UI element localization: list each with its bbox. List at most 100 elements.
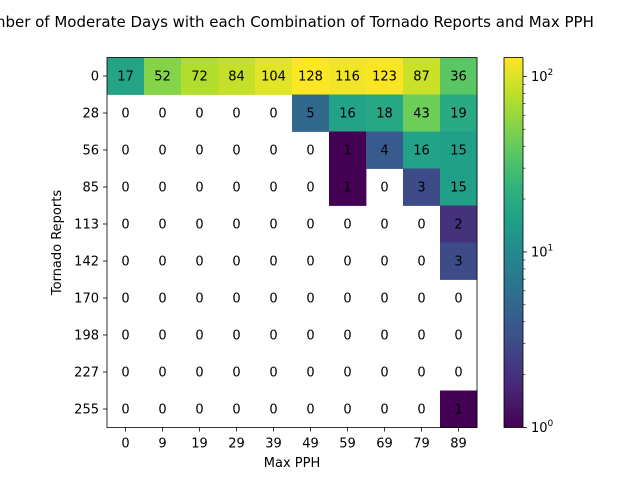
cell-value-label: 0 xyxy=(454,329,462,344)
x-tick-label: 49 xyxy=(302,437,319,452)
cell-value-label: 3 xyxy=(417,181,425,196)
cell-value-label: 0 xyxy=(121,329,129,344)
heatmap-cell xyxy=(440,390,478,428)
cell-value-label: 1 xyxy=(454,403,462,418)
cell-value-label: 4 xyxy=(380,144,388,159)
cell-value-label: 0 xyxy=(195,218,203,233)
plot-frame xyxy=(106,57,478,428)
x-axis-label: Max PPH xyxy=(264,456,320,471)
cell-value-label: 0 xyxy=(380,403,388,418)
cell-value-label: 0 xyxy=(195,181,203,196)
cell-value-label: 72 xyxy=(191,70,208,85)
cell-value-label: 0 xyxy=(269,144,277,159)
x-tick-label: 19 xyxy=(191,437,208,452)
cell-value-label: 18 xyxy=(376,107,393,122)
cell-value-label: 87 xyxy=(413,70,430,85)
cell-value-label: 43 xyxy=(413,107,430,122)
cell-value-label: 19 xyxy=(450,107,467,122)
heatmap-cell xyxy=(329,168,367,206)
cell-value-label: 3 xyxy=(454,255,462,270)
cell-value-label: 0 xyxy=(195,403,203,418)
heatmap-cell xyxy=(218,57,256,95)
cell-value-label: 0 xyxy=(195,144,203,159)
cell-value-label: 0 xyxy=(269,329,277,344)
cell-value-label: 0 xyxy=(380,292,388,307)
y-axis-ticks: 0 28 56 85 113 142 170 198 227 255 xyxy=(74,70,107,418)
cell-value-label: 0 xyxy=(195,107,203,122)
cell-value-label: 15 xyxy=(450,144,467,159)
heatmap-cell xyxy=(440,57,478,95)
y-tick-label: 28 xyxy=(82,107,99,122)
cell-value-label: 0 xyxy=(195,366,203,381)
y-tick-label: 0 xyxy=(91,70,99,85)
cell-value-label: 1 xyxy=(343,181,351,196)
cell-value-label: 0 xyxy=(343,218,351,233)
cell-value-label: 0 xyxy=(454,292,462,307)
cell-value-label: 0 xyxy=(306,403,314,418)
cell-value-label: 0 xyxy=(158,403,166,418)
cell-value-label: 0 xyxy=(121,255,129,270)
heatmap-cell xyxy=(255,57,293,95)
y-tick-label: 56 xyxy=(82,144,99,159)
x-tick-label: 59 xyxy=(339,437,356,452)
cell-value-label: 0 xyxy=(158,255,166,270)
heatmap-cell xyxy=(181,57,219,95)
cell-value-label: 0 xyxy=(195,329,203,344)
heatmap-cell xyxy=(440,205,478,243)
cell-value-label: 0 xyxy=(269,255,277,270)
cell-value-label: 0 xyxy=(121,292,129,307)
cell-value-label: 0 xyxy=(380,218,388,233)
cell-value-label: 0 xyxy=(232,107,240,122)
cell-value-label: 0 xyxy=(380,255,388,270)
cell-value-label: 123 xyxy=(372,70,397,85)
x-tick-label: 69 xyxy=(376,437,393,452)
colorbar-tick-label: 101 xyxy=(531,243,553,260)
cell-value-label: 0 xyxy=(343,366,351,381)
y-tick-label: 170 xyxy=(74,292,99,307)
cell-value-label: 0 xyxy=(158,144,166,159)
cell-value-label: 0 xyxy=(232,255,240,270)
cell-value-label: 84 xyxy=(228,70,245,85)
y-tick-label: 227 xyxy=(74,366,99,381)
cell-value-label: 0 xyxy=(269,218,277,233)
cell-value-label: 0 xyxy=(269,403,277,418)
cell-value-label: 0 xyxy=(269,107,277,122)
x-tick-label: 9 xyxy=(158,437,166,452)
cell-value-label: 0 xyxy=(306,218,314,233)
cell-value-label: 0 xyxy=(306,255,314,270)
cell-value-label: 0 xyxy=(158,292,166,307)
cell-value-label: 0 xyxy=(343,403,351,418)
heatmap-cell xyxy=(292,57,330,95)
heatmap-cell xyxy=(366,131,404,169)
cell-value-labels: 17 52 72 84 104 128 116 123 87 360 0 0 0 0 5 16 18 43 190 0… xyxy=(117,70,467,418)
y-tick-label: 255 xyxy=(74,403,99,418)
cell-value-label: 0 xyxy=(121,144,129,159)
cell-value-label: 0 xyxy=(417,218,425,233)
cell-value-label: 16 xyxy=(339,107,356,122)
colorbar-ticks: 100 101 102 xyxy=(523,68,554,436)
heatmap-cell xyxy=(329,131,367,169)
heatmap-cell xyxy=(292,94,330,132)
cell-value-label: 0 xyxy=(306,329,314,344)
cell-value-label: 0 xyxy=(232,366,240,381)
heatmap-cell xyxy=(440,131,478,169)
heatmap-cell xyxy=(403,57,441,95)
cell-value-label: 0 xyxy=(417,329,425,344)
cell-value-label: 0 xyxy=(269,181,277,196)
cell-value-label: 0 xyxy=(158,181,166,196)
cell-value-label: 17 xyxy=(117,70,134,85)
cell-value-label: 0 xyxy=(380,366,388,381)
y-tick-label: 198 xyxy=(74,329,99,344)
cell-value-label: 0 xyxy=(232,181,240,196)
cell-value-label: 0 xyxy=(232,403,240,418)
heatmap-cell xyxy=(144,57,182,95)
cell-value-label: 0 xyxy=(158,107,166,122)
chart-title: Number of Moderate Days with each Combin… xyxy=(0,13,594,31)
x-tick-label: 0 xyxy=(121,437,129,452)
x-tick-label: 79 xyxy=(413,437,430,452)
x-axis-ticks: 0 9 19 29 39 49 59 69 79 89 xyxy=(121,427,467,452)
cell-value-label: 0 xyxy=(343,255,351,270)
cell-value-label: 0 xyxy=(232,292,240,307)
colorbar xyxy=(503,57,524,428)
